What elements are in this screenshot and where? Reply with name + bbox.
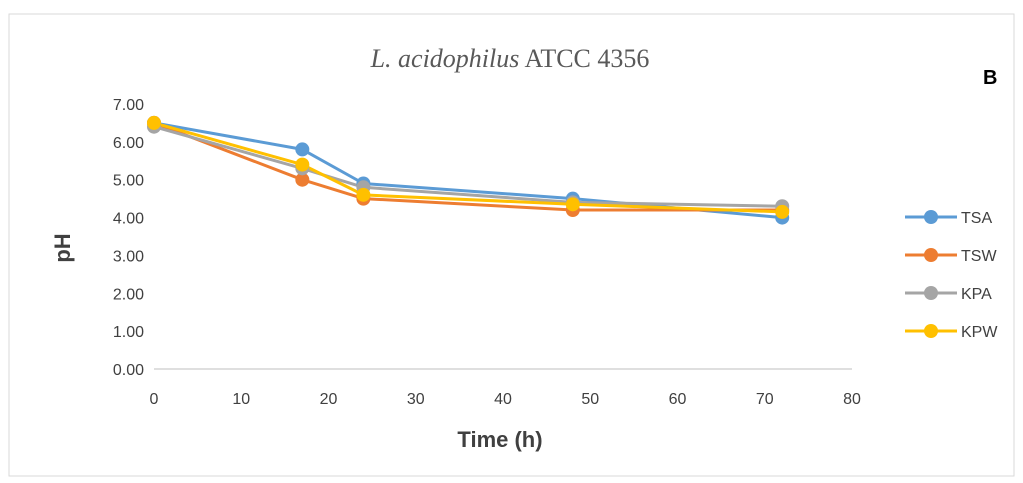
x-tick-label: 60 — [669, 391, 687, 408]
data-point-tsw — [295, 172, 310, 187]
legend-marker-kpw — [924, 324, 938, 338]
chart-title-italic: L. acidophilus — [370, 44, 520, 73]
x-tick-label: 70 — [756, 391, 774, 408]
chart-title: L. acidophilus ATCC 4356 — [370, 44, 650, 73]
data-point-kpw — [356, 187, 371, 202]
chart-border — [8, 13, 1015, 477]
legend-label-kpw: KPW — [961, 324, 998, 341]
y-tick-label: 6.00 — [113, 135, 144, 152]
y-tick-label: 7.00 — [113, 97, 144, 114]
data-point-kpw — [147, 115, 161, 130]
y-axis-ticks: 0.00 1.00 2.00 3.00 4.00 5.00 6.00 7.00 — [113, 97, 144, 379]
data-point-kpw — [775, 204, 790, 219]
y-tick-label: 5.00 — [113, 173, 144, 190]
y-tick-label: 4.00 — [113, 211, 144, 228]
y-axis-title: pH — [50, 233, 75, 262]
x-axis-ticks: 0 10 20 30 40 50 60 70 80 — [150, 391, 861, 408]
legend-marker-kpa — [924, 286, 938, 300]
x-axis-title: Time (h) — [457, 427, 542, 452]
x-tick-label: 10 — [232, 391, 250, 408]
legend-marker-tsa — [924, 210, 938, 224]
x-tick-label: 80 — [843, 391, 861, 408]
legend: TSA TSW KPA KPW — [905, 210, 998, 341]
legend-label-tsa: TSA — [961, 210, 992, 227]
legend-label-tsw: TSW — [961, 248, 997, 265]
x-tick-label: 30 — [407, 391, 425, 408]
x-tick-label: 20 — [320, 391, 338, 408]
data-point-tsa — [295, 142, 310, 157]
chart-title-rest: ATCC 4356 — [519, 44, 649, 73]
y-tick-label: 1.00 — [113, 324, 144, 341]
series-points — [147, 115, 790, 225]
panel-label: B — [983, 67, 997, 89]
legend-marker-tsw — [924, 248, 938, 262]
x-tick-label: 50 — [581, 391, 599, 408]
y-tick-label: 2.00 — [113, 286, 144, 303]
x-tick-label: 0 — [150, 391, 159, 408]
data-point-kpw — [565, 197, 580, 212]
x-tick-label: 40 — [494, 391, 512, 408]
y-tick-label: 0.00 — [113, 362, 144, 379]
y-tick-label: 3.00 — [113, 248, 144, 265]
data-point-kpw — [295, 157, 310, 172]
legend-label-kpa: KPA — [961, 286, 992, 303]
